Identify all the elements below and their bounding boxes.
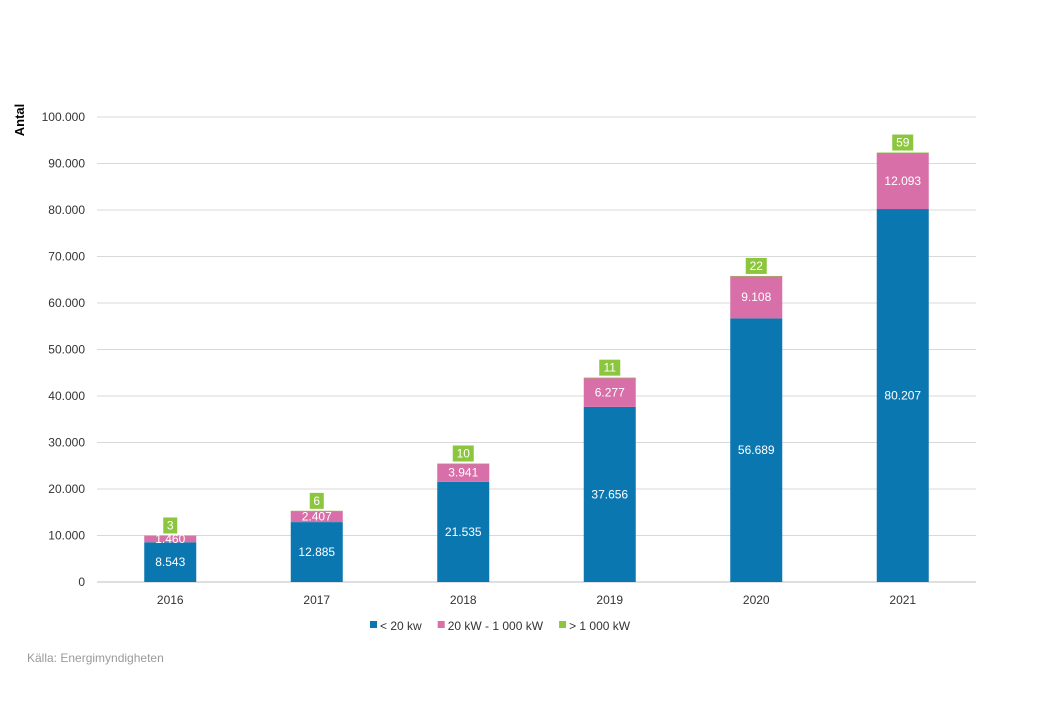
legend-label: 20 kW - 1 000 kW — [448, 619, 544, 633]
bar-segment — [876, 152, 929, 210]
data-label: 80.207 — [884, 389, 921, 403]
data-label: 9.108 — [741, 290, 771, 304]
y-tick-label: 0 — [78, 575, 85, 589]
bar-segment — [290, 522, 343, 582]
legend-swatch — [437, 621, 445, 628]
bar-segment — [437, 463, 490, 465]
data-label-badge — [599, 359, 621, 376]
bar-segment — [876, 152, 929, 154]
data-label: 6 — [313, 494, 320, 508]
source-note: Källa: Energimyndigheten — [27, 651, 164, 665]
y-tick-label: 80.000 — [48, 203, 85, 217]
bar-segment — [583, 406, 636, 582]
legend-label: > 1 000 kW — [569, 619, 631, 633]
bar-segment — [144, 535, 197, 537]
y-tick-label: 100.000 — [42, 110, 86, 124]
data-label: 59 — [896, 136, 910, 150]
x-tick-label: 2019 — [596, 593, 623, 607]
x-tick-label: 2018 — [450, 593, 477, 607]
y-tick-label: 70.000 — [48, 250, 85, 264]
legend-label: < 20 kw — [380, 619, 422, 633]
legend-swatch — [370, 621, 377, 628]
x-tick-label: 2016 — [157, 593, 184, 607]
bar-segment — [290, 510, 343, 512]
bar-segment — [290, 510, 343, 523]
bar-segment — [144, 535, 197, 543]
data-label: 21.535 — [445, 525, 482, 539]
bar-segment — [876, 209, 929, 582]
y-axis-label: Antal — [12, 104, 27, 137]
data-label: 56.689 — [738, 443, 775, 457]
y-tick-label: 20.000 — [48, 482, 85, 496]
bar-segment — [437, 481, 490, 582]
x-tick-label: 2020 — [743, 593, 770, 607]
y-tick-label: 50.000 — [48, 343, 85, 357]
data-label: 3.941 — [448, 466, 478, 480]
legend-swatch — [559, 621, 567, 628]
x-tick-label: 2021 — [889, 593, 916, 607]
data-label: 1.460 — [155, 532, 185, 546]
data-label-badge — [309, 492, 324, 509]
bar-segment — [730, 275, 783, 277]
bar-segment — [144, 542, 197, 582]
data-label-badge — [163, 517, 178, 534]
data-label: 37.656 — [591, 487, 628, 501]
data-label-badge — [892, 134, 914, 151]
data-label: 11 — [604, 361, 617, 375]
data-label-badge — [745, 257, 767, 274]
data-label: 12.885 — [298, 545, 335, 559]
data-label: 8.543 — [155, 555, 185, 569]
data-label-badge — [452, 445, 474, 462]
bar-segment — [583, 377, 636, 379]
bar-segment — [583, 377, 636, 407]
y-tick-label: 60.000 — [48, 296, 85, 310]
data-label: 2.407 — [302, 509, 332, 523]
data-label: 6.277 — [595, 385, 625, 399]
bar-segment — [730, 318, 783, 582]
data-label: 3 — [167, 518, 174, 532]
x-tick-label: 2017 — [303, 593, 330, 607]
data-label: 12.093 — [884, 174, 921, 188]
data-label: 10 — [457, 446, 471, 460]
y-tick-label: 90.000 — [48, 157, 85, 171]
data-label: 22 — [750, 259, 764, 273]
y-tick-label: 40.000 — [48, 389, 85, 403]
bar-segment — [437, 463, 490, 482]
y-tick-label: 10.000 — [48, 529, 85, 543]
y-tick-label: 30.000 — [48, 436, 85, 450]
bar-segment — [730, 276, 783, 319]
